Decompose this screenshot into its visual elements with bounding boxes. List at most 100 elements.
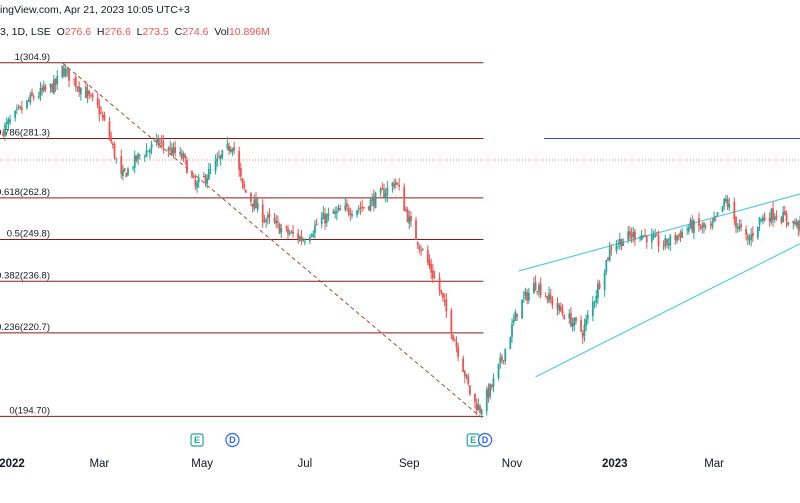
candle-body	[37, 96, 40, 98]
candle-body	[639, 237, 641, 239]
candle-body	[410, 216, 412, 222]
candle-body	[322, 212, 325, 220]
candle-body	[29, 94, 32, 103]
candle-body	[180, 153, 183, 159]
candle-body	[263, 220, 266, 222]
candle-body	[595, 296, 598, 303]
candle-body	[290, 231, 293, 233]
candle-body	[216, 158, 219, 162]
candle-body	[585, 319, 588, 326]
candle-body	[96, 97, 99, 106]
candle-body	[403, 186, 406, 211]
event-marker-label: E	[194, 435, 200, 445]
candle-body	[374, 192, 377, 209]
candle-body	[302, 240, 305, 242]
time-tick-label: Mar	[704, 458, 724, 470]
candle-body	[44, 86, 47, 90]
candle-body	[308, 237, 311, 241]
candle-body	[415, 220, 417, 240]
candle-body	[568, 313, 571, 319]
candle-body	[751, 232, 754, 237]
candle-body	[335, 211, 338, 214]
time-axis: 2022 Mar May Jul Sep Nov 2023 Mar	[0, 458, 724, 470]
candle-body	[255, 197, 257, 209]
candle-body	[768, 217, 771, 222]
candle-body	[256, 202, 259, 210]
candle-body	[724, 198, 727, 202]
candle-body	[386, 187, 389, 196]
candle-body	[667, 243, 670, 246]
candle-body	[645, 235, 648, 243]
candle-body	[457, 346, 460, 357]
candle-body	[750, 234, 753, 240]
candle-body	[522, 297, 525, 298]
dividend-icon[interactable]	[225, 432, 240, 448]
candle-body	[207, 169, 210, 180]
candle-body	[408, 216, 411, 224]
candle-body	[586, 314, 589, 320]
candle-body	[101, 114, 104, 118]
candle-body	[709, 224, 712, 226]
candle-body	[551, 298, 554, 306]
drawing-lines[interactable]	[0, 62, 800, 417]
candle-body	[361, 206, 364, 208]
candle-body	[221, 150, 224, 158]
candle-body	[391, 182, 394, 187]
candle-body	[148, 149, 151, 153]
candle-body	[440, 289, 443, 294]
candle-body	[184, 155, 187, 158]
candle-body	[516, 313, 518, 318]
candle-body	[703, 222, 705, 228]
candle-body	[474, 393, 476, 402]
candle-body	[783, 211, 786, 216]
fibonacci-retracement[interactable]: 1(304.9) 0.786(281.3) 0.618(262.8) 0.5(249.…	[0, 52, 484, 417]
dividend-icon[interactable]	[477, 432, 493, 448]
candle-body	[344, 205, 347, 210]
earnings-icon[interactable]	[190, 433, 204, 447]
ohlc-l: L273.5	[136, 26, 169, 38]
channel-lower-line[interactable]	[535, 243, 800, 378]
candle-body	[763, 217, 766, 221]
candle-body	[226, 143, 229, 149]
candle-body	[359, 207, 362, 209]
candle-body	[475, 403, 478, 411]
candle-body	[68, 69, 70, 81]
candle-body	[406, 209, 409, 222]
candle-body	[320, 218, 323, 224]
event-marker-label: E	[470, 435, 476, 445]
candle-body	[785, 213, 788, 222]
candle-body	[349, 213, 352, 215]
channel-upper-line[interactable]	[518, 193, 800, 272]
candle-body	[714, 216, 717, 217]
candle-body	[312, 233, 315, 237]
candle-body	[127, 168, 129, 176]
candle-body	[110, 136, 113, 142]
candle-body	[794, 221, 796, 225]
candle-body	[704, 226, 707, 228]
candle-body	[132, 167, 134, 169]
candle-body	[56, 75, 59, 84]
candle-body	[243, 184, 246, 189]
candle-body	[2, 131, 5, 136]
candle-body	[630, 234, 633, 239]
candle-body	[52, 79, 55, 94]
candle-body	[14, 110, 17, 118]
candle-body	[103, 115, 106, 120]
candle-body	[795, 220, 798, 226]
candle-body	[314, 225, 316, 233]
candle-body	[477, 404, 480, 411]
candle-body	[78, 86, 81, 92]
candle-body	[679, 232, 682, 238]
candle-body	[617, 243, 620, 245]
trend-line[interactable]	[61, 62, 481, 417]
candle-body	[442, 292, 444, 298]
candlesticks	[2, 63, 800, 419]
candle-body	[273, 217, 276, 223]
candle-body	[573, 318, 576, 326]
candle-body	[468, 385, 471, 395]
candle-body	[265, 219, 268, 222]
candle-body	[174, 147, 177, 153]
candle-body	[20, 107, 23, 110]
